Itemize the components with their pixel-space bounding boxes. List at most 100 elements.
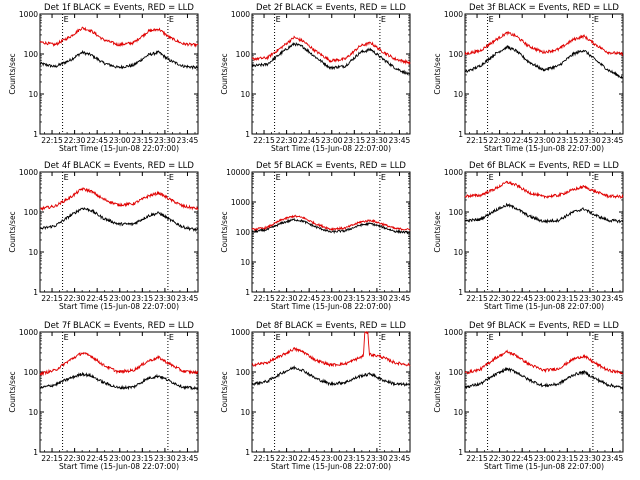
chart-title: Det 1f BLACK = Events, RED = LLD — [44, 3, 194, 13]
y-tick-label: 1000 — [19, 10, 38, 19]
x-tick-label: 22:45 — [511, 136, 533, 145]
y-axis-label: Counts/sec — [433, 371, 442, 412]
x-tick-label: 23:45 — [389, 294, 411, 303]
x-tick-label: 22:30 — [64, 136, 86, 145]
x-tick-label: 22:15 — [466, 136, 488, 145]
x-tick-label: 23:30 — [154, 454, 176, 463]
y-tick-label: 10 — [453, 408, 463, 417]
series-line-lld — [464, 31, 624, 56]
x-tick-label: 23:15 — [132, 294, 154, 303]
x-tick-label: 23:00 — [109, 454, 131, 463]
y-axis-label: Counts/sec — [220, 53, 229, 94]
x-tick-label: 22:30 — [64, 454, 86, 463]
x-axis-label: Start Time (15-Jun-08 22:07:00) — [59, 302, 179, 311]
x-axis-label: Start Time (15-Jun-08 22:07:00) — [271, 302, 391, 311]
x-tick-label: 22:45 — [86, 454, 108, 463]
chart-title: Det 3f BLACK = Events, RED = LLD — [469, 3, 619, 13]
series-line-lld — [464, 349, 624, 375]
y-tick-label: 1 — [245, 288, 250, 297]
x-tick-label: 23:15 — [344, 454, 366, 463]
series-line-lld — [251, 330, 411, 368]
series-line-lld — [39, 26, 199, 48]
plot-frame — [464, 13, 624, 135]
x-tick-label: 22:45 — [86, 136, 108, 145]
x-tick-label: 23:00 — [534, 136, 556, 145]
time-marker-label: E — [64, 173, 69, 182]
y-tick-label: 1 — [33, 288, 38, 297]
plot-frame — [464, 331, 624, 453]
x-tick-label: 23:30 — [366, 454, 388, 463]
x-tick-label: 23:45 — [602, 136, 624, 145]
time-marker-label: E — [276, 333, 281, 342]
x-tick-label: 22:45 — [86, 294, 108, 303]
y-tick-label: 100 — [236, 368, 251, 377]
x-tick-label: 23:30 — [366, 294, 388, 303]
x-axis-label: Start Time (15-Jun-08 22:07:00) — [484, 302, 604, 311]
y-tick-label: 10 — [240, 90, 250, 99]
x-tick-label: 23:00 — [534, 454, 556, 463]
x-tick-label: 22:15 — [253, 294, 275, 303]
x-tick-label: 23:30 — [154, 136, 176, 145]
chart-title: Det 2f BLACK = Events, RED = LLD — [256, 3, 406, 13]
y-tick-label: 10 — [28, 248, 38, 257]
y-tick-label: 1000 — [444, 168, 463, 177]
x-tick-label: 23:45 — [389, 454, 411, 463]
x-tick-label: 23:45 — [177, 454, 199, 463]
x-axis-label: Start Time (15-Jun-08 22:07:00) — [484, 144, 604, 153]
x-tick-label: 23:45 — [389, 136, 411, 145]
time-marker-label: E — [489, 333, 494, 342]
x-tick-label: 22:30 — [276, 454, 298, 463]
x-tick-label: 22:15 — [253, 136, 275, 145]
y-tick-label: 10 — [453, 90, 463, 99]
x-tick-label: 23:30 — [579, 294, 601, 303]
chart-title: Det 9f BLACK = Events, RED = LLD — [469, 321, 619, 331]
x-tick-label: 22:45 — [298, 294, 320, 303]
time-marker-label: E — [276, 15, 281, 24]
y-tick-label: 100 — [449, 208, 464, 217]
chart-title: Det 6f BLACK = Events, RED = LLD — [469, 161, 619, 171]
x-tick-label: 23:30 — [154, 294, 176, 303]
x-tick-label: 23:15 — [557, 454, 579, 463]
chart-panel-1f: Det 1f BLACK = Events, RED = LLD 1 10 100 10… — [8, 3, 199, 153]
y-axis-label: Counts/sec — [433, 53, 442, 94]
x-tick-label: 23:45 — [177, 294, 199, 303]
y-tick-label: 1000 — [19, 328, 38, 337]
x-tick-label: 22:45 — [511, 294, 533, 303]
chart-panel-6f: Det 6f BLACK = Events, RED = LLD 1 10 100 10… — [433, 161, 624, 311]
chart-title: Det 5f BLACK = Events, RED = LLD — [256, 161, 406, 171]
y-axis-label: Counts/sec — [220, 371, 229, 412]
y-tick-label: 1000 — [444, 10, 463, 19]
series-line-events — [39, 206, 199, 232]
x-tick-label: 23:45 — [602, 294, 624, 303]
x-tick-label: 23:00 — [109, 136, 131, 145]
time-marker-label: E — [169, 333, 174, 342]
x-tick-label: 23:15 — [132, 136, 154, 145]
x-axis-label: Start Time (15-Jun-08 22:07:00) — [484, 462, 604, 471]
x-tick-label: 23:30 — [579, 454, 601, 463]
time-marker-label: E — [64, 15, 69, 24]
x-tick-label: 22:45 — [298, 454, 320, 463]
series-line-lld — [39, 351, 199, 377]
series-line-events — [39, 371, 199, 391]
y-tick-label: 1000 — [231, 328, 250, 337]
y-tick-label: 10 — [28, 408, 38, 417]
chart-title: Det 8f BLACK = Events, RED = LLD — [256, 321, 406, 331]
x-tick-label: 22:30 — [489, 136, 511, 145]
x-tick-label: 22:30 — [276, 136, 298, 145]
chart-panel-2f: Det 2f BLACK = Events, RED = LLD 1 10 100 10… — [220, 3, 411, 153]
x-tick-label: 23:00 — [321, 294, 343, 303]
series-line-events — [464, 45, 624, 79]
y-tick-label: 1000 — [231, 198, 250, 207]
time-marker-label: E — [169, 15, 174, 24]
time-marker-label: E — [381, 173, 386, 182]
time-marker-label: E — [489, 173, 494, 182]
chart-panel-5f: Det 5f BLACK = Events, RED = LLD 1 10 100 10… — [220, 161, 411, 311]
x-tick-label: 22:45 — [511, 454, 533, 463]
x-axis-label: Start Time (15-Jun-08 22:07:00) — [271, 462, 391, 471]
series-line-lld — [40, 187, 199, 211]
series-line-lld — [251, 35, 411, 66]
x-tick-label: 22:45 — [298, 136, 320, 145]
y-tick-label: 1 — [458, 130, 463, 139]
chart-panel-9f: Det 9f BLACK = Events, RED = LLD 1 10 100 10… — [433, 321, 624, 471]
y-tick-label: 10 — [240, 408, 250, 417]
